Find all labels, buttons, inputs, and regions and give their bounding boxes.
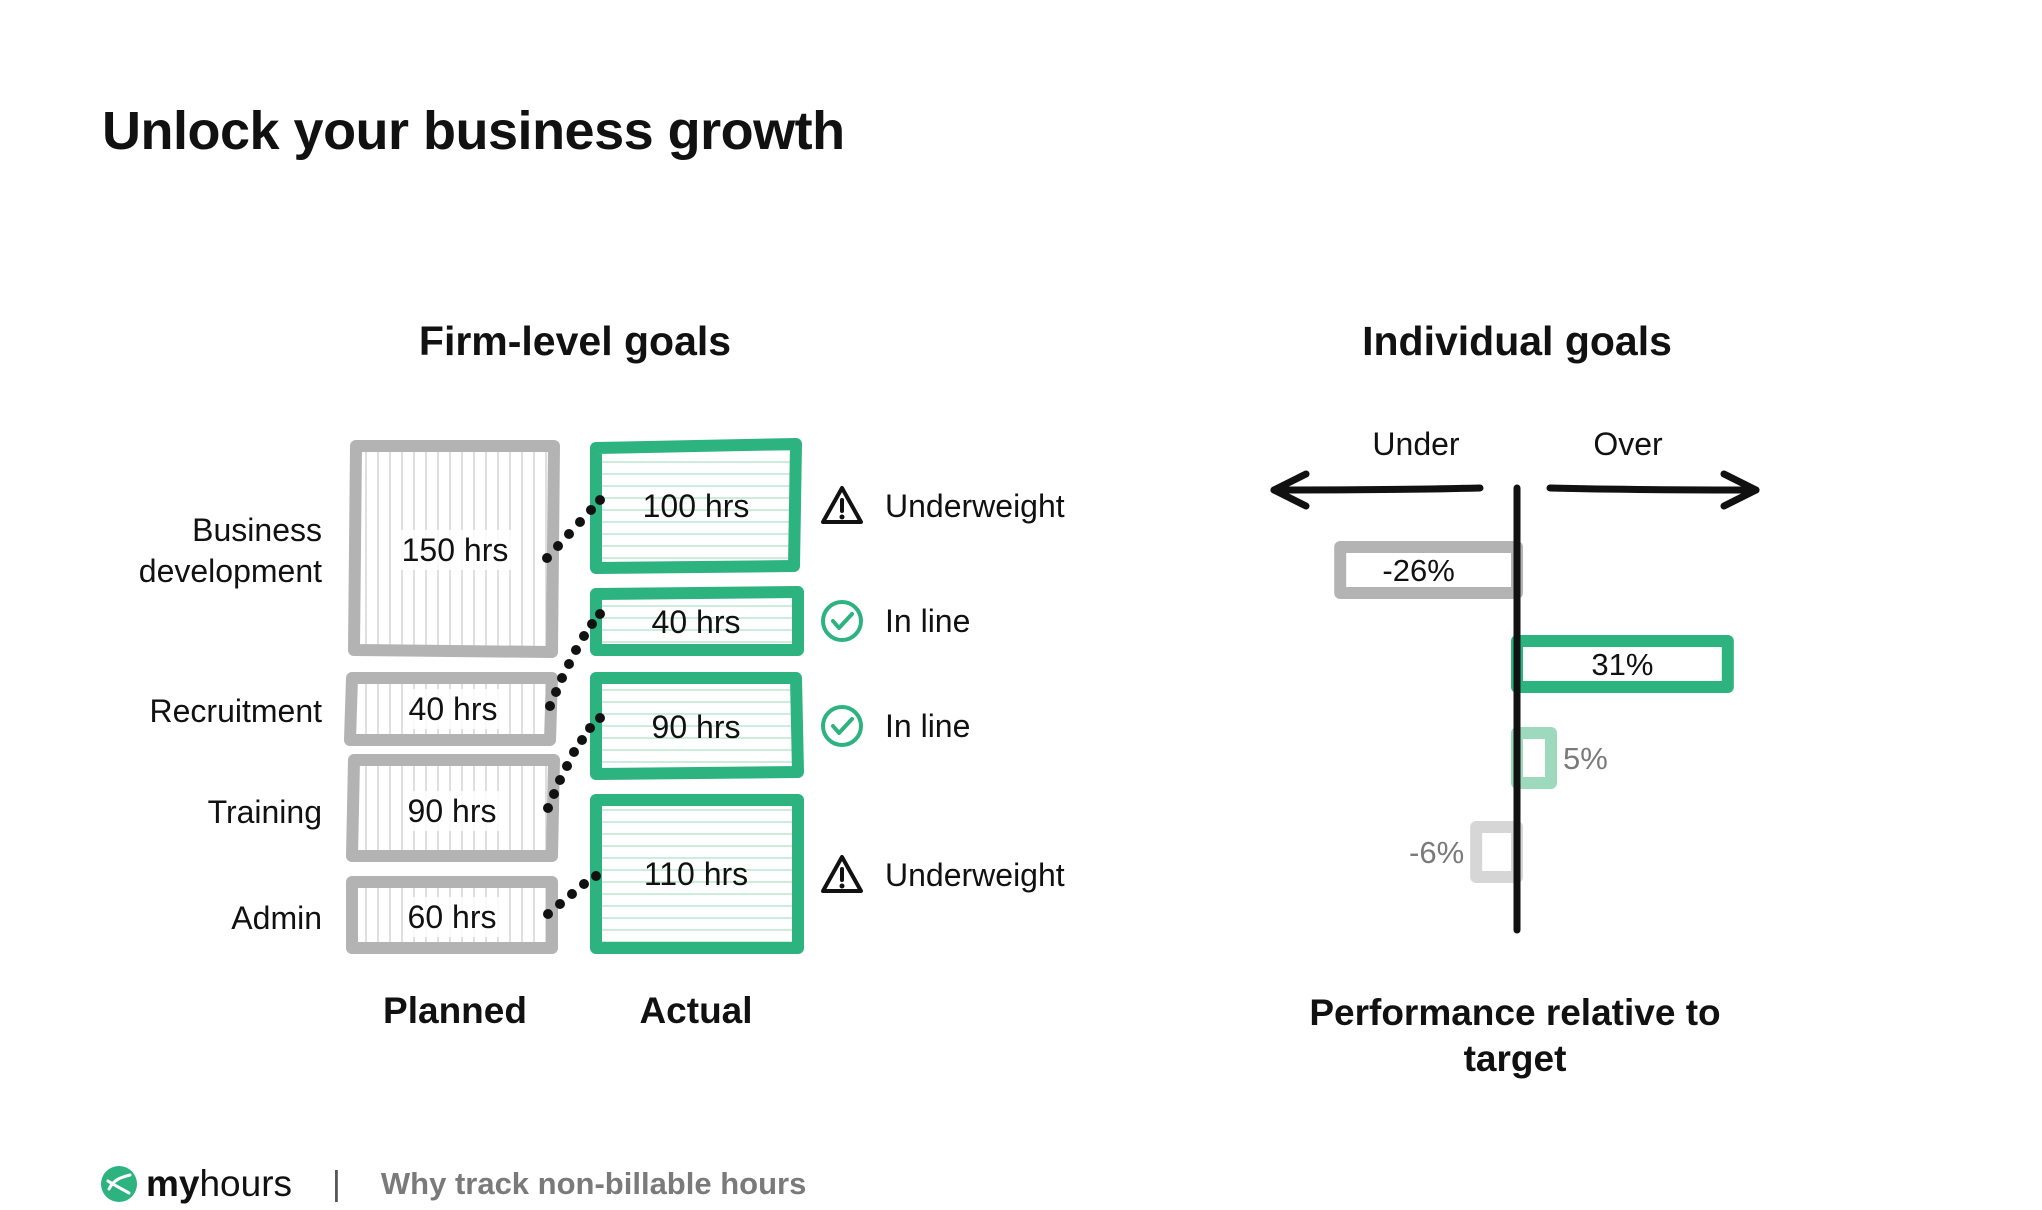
planned-value: 150 hrs: [397, 530, 513, 570]
planned-column-label: Planned: [383, 990, 527, 1031]
under-label: Under: [1372, 426, 1460, 462]
actual-box-business: [590, 438, 802, 574]
brand-name: myhours: [146, 1163, 292, 1205]
warning-icon: [821, 486, 863, 524]
bar-value-label: -26%: [1382, 553, 1454, 588]
actual-box-admin: [590, 794, 804, 954]
connector-training: [543, 713, 605, 813]
footer-text: Why track non-billable hours: [380, 1166, 807, 1201]
arrow-left-icon: [1270, 470, 1484, 510]
row-label-recruitment: Recruitment: [149, 693, 323, 729]
actual-box-training: [590, 672, 804, 780]
check-circle-icon: [821, 600, 863, 642]
status-label: Underweight: [885, 488, 1065, 524]
status-label: In line: [885, 603, 971, 639]
connector-recruitment: [545, 609, 605, 711]
actual-value: 90 hrs: [651, 709, 741, 745]
row-label-admin: Admin: [231, 900, 322, 936]
planned-value: 40 hrs: [404, 689, 502, 729]
actual-value: 110 hrs: [643, 856, 749, 892]
row-label-training: Training: [207, 794, 322, 830]
performance-caption: Performance relative to target: [1309, 992, 1721, 1079]
bar-value-label: 31%: [1591, 647, 1653, 682]
firm-goals-title: Firm-level goals: [418, 318, 732, 364]
actual-column-label: Actual: [639, 990, 753, 1031]
footer-separator: |: [332, 1164, 341, 1203]
individual-goals-title: Individual goals: [1362, 318, 1672, 364]
planned-value: 90 hrs: [403, 791, 501, 831]
connector-admin: [543, 871, 601, 919]
performance-bar: [1470, 821, 1523, 883]
actual-value: 40 hrs: [651, 604, 741, 640]
row-label-business-development: Business development: [138, 512, 322, 589]
actual-value: 100 hrs: [642, 488, 750, 524]
arrow-right-icon: [1546, 470, 1760, 510]
status-label: In line: [885, 708, 971, 744]
warning-icon: [821, 855, 863, 893]
bar-value-label: 5%: [1563, 741, 1608, 776]
over-label: Over: [1593, 426, 1663, 462]
footer: myhours | Why track non-billable hours: [100, 1160, 806, 1208]
performance-bar: [1511, 727, 1557, 789]
check-circle-icon: [821, 705, 863, 747]
performance-bar: [1511, 635, 1734, 693]
myhours-logo-icon: [101, 1166, 137, 1202]
page-title: Unlock your business growth: [102, 101, 845, 161]
actual-box-recruitment: [590, 586, 804, 656]
status-label: Underweight: [885, 857, 1065, 893]
brand-light: hours: [199, 1163, 293, 1204]
connector-business: [542, 495, 605, 563]
brand-strong: my: [146, 1163, 200, 1204]
planned-value: 60 hrs: [403, 897, 501, 937]
bar-value-label: -6%: [1409, 835, 1464, 870]
